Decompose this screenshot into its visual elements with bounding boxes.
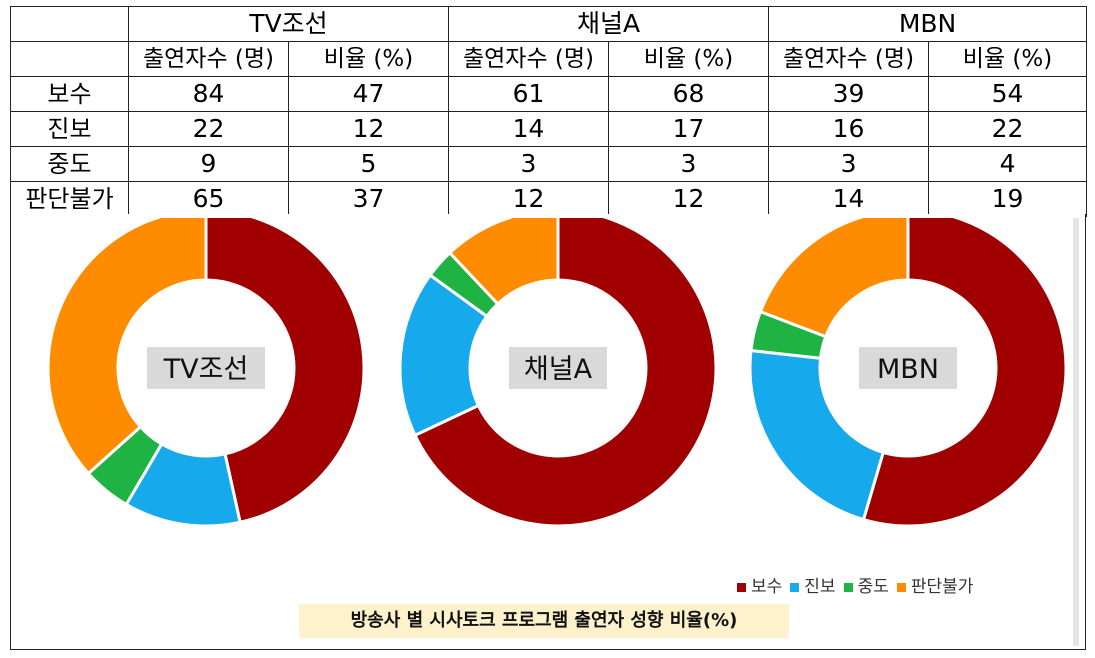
donut-slice-mbn-0 <box>861 218 1068 528</box>
donut-slice-mbn-1 <box>748 348 886 522</box>
table-cell: 9 <box>128 146 289 182</box>
donut-slice-mbn-3 <box>758 218 910 339</box>
table-row: 보수 84 47 61 68 39 54 <box>10 76 1088 112</box>
table-subheader-row: 출연자수 (명) 비율 (%) 출연자수 (명) 비율 (%) 출연자수 (명)… <box>10 41 1088 77</box>
table-cell: 22 <box>928 111 1088 147</box>
legend-item: 중도 <box>843 572 889 597</box>
donut-center-label: TV조선 <box>163 354 249 385</box>
legend-swatch <box>843 582 853 592</box>
table-cell: 3 <box>448 146 609 182</box>
figure: TV조선 채널A MBN 출연자수 (명) 비율 (%) 출연자수 (명) 비율… <box>10 6 1088 650</box>
table-cell: 4 <box>928 146 1088 182</box>
donut-slice-channela-0 <box>413 218 718 528</box>
table-cell: 37 <box>288 181 449 217</box>
table-header-row: TV조선 채널A MBN <box>10 6 1088 42</box>
table-body: 보수 84 47 61 68 39 54 진보 22 12 14 17 16 22 중도 9 5 3 3 3 4 판단불가… <box>10 76 1088 217</box>
table-cell: 3 <box>607 146 770 182</box>
row-label: 중도 <box>10 146 129 182</box>
channel-header-tvchosun: TV조선 <box>128 6 449 42</box>
legend-item: 보수 <box>737 572 782 597</box>
table-cell: 47 <box>288 76 449 112</box>
table-cell: 17 <box>607 111 770 147</box>
legend-swatch <box>896 582 906 592</box>
table-cell: 14 <box>768 181 930 217</box>
channel-header-channela: 채널A <box>447 6 770 42</box>
table-cell: 54 <box>928 76 1088 112</box>
chart-panel: TV조선 채널A MBN 보수 진보 중도 판단불가 방송사 별 시사토크 프로그램 출연… <box>10 214 1086 650</box>
table-cell: 39 <box>768 76 930 112</box>
chart-area: TV조선 채널A MBN 보수 진보 중도 판단불가 방송사 별 시사토크 프로그램 출연… <box>17 218 1079 646</box>
donut-center-label: MBN <box>877 354 939 385</box>
table-cell: 12 <box>288 111 449 147</box>
table-cell: 61 <box>448 76 609 112</box>
legend-swatch <box>790 582 800 592</box>
table-cell: 22 <box>128 111 289 147</box>
row-label: 보수 <box>10 76 129 112</box>
table-cell: 12 <box>607 181 770 217</box>
donut-slice-channela-3 <box>447 218 560 306</box>
legend-label: 판단불가 <box>910 577 974 597</box>
table-cell: 12 <box>448 181 609 217</box>
donut-center-label-box <box>859 347 957 389</box>
donut-center-label-box <box>509 347 607 389</box>
subheader-count: 출연자수 (명) <box>768 41 930 77</box>
table-cell: 3 <box>768 146 930 182</box>
table-cell: 84 <box>128 76 289 112</box>
legend-label: 보수 <box>751 577 783 597</box>
donut-slice-tvchosun-3 <box>46 218 208 476</box>
donut-slice-tvchosun-0 <box>204 218 366 525</box>
table-corner-cell <box>10 6 129 42</box>
chart-title: 방송사 별 시사토크 프로그램 출연자 성향 비율(%) <box>299 604 789 638</box>
table-row: 중도 9 5 3 3 3 4 <box>10 146 1088 182</box>
table-cell: 14 <box>448 111 609 147</box>
table-corner-cell <box>10 41 129 77</box>
channel-header-mbn: MBN <box>768 6 1088 42</box>
subheader-ratio: 비율 (%) <box>607 41 770 77</box>
donut-charts: TV조선 채널A MBN <box>46 218 1068 528</box>
table-cell: 5 <box>288 146 449 182</box>
table-cell: 19 <box>928 181 1088 217</box>
row-label: 판단불가 <box>10 181 129 217</box>
legend-label: 중도 <box>857 577 889 597</box>
legend-item: 판단불가 <box>896 572 974 597</box>
table-cell: 65 <box>128 181 289 217</box>
row-label: 진보 <box>10 111 129 147</box>
table-row: 진보 22 12 14 17 16 22 <box>10 111 1088 147</box>
subheader-ratio: 비율 (%) <box>288 41 449 77</box>
chart-legend: 보수 진보 중도 판단불가 <box>737 572 981 597</box>
table-cell: 16 <box>768 111 930 147</box>
table-cell: 68 <box>607 76 770 112</box>
subheader-ratio: 비율 (%) <box>928 41 1088 77</box>
subheader-count: 출연자수 (명) <box>128 41 289 77</box>
legend-label: 진보 <box>804 577 836 597</box>
table-row: 판단불가 65 37 12 12 14 19 <box>10 181 1088 217</box>
legend-item: 진보 <box>790 572 836 597</box>
legend-swatch <box>737 582 746 592</box>
donut-center-label: 채널A <box>524 354 593 385</box>
data-table: TV조선 채널A MBN 출연자수 (명) 비율 (%) 출연자수 (명) 비율… <box>10 6 1088 217</box>
subheader-count: 출연자수 (명) <box>448 41 609 77</box>
donut-center-label-box <box>147 347 265 389</box>
